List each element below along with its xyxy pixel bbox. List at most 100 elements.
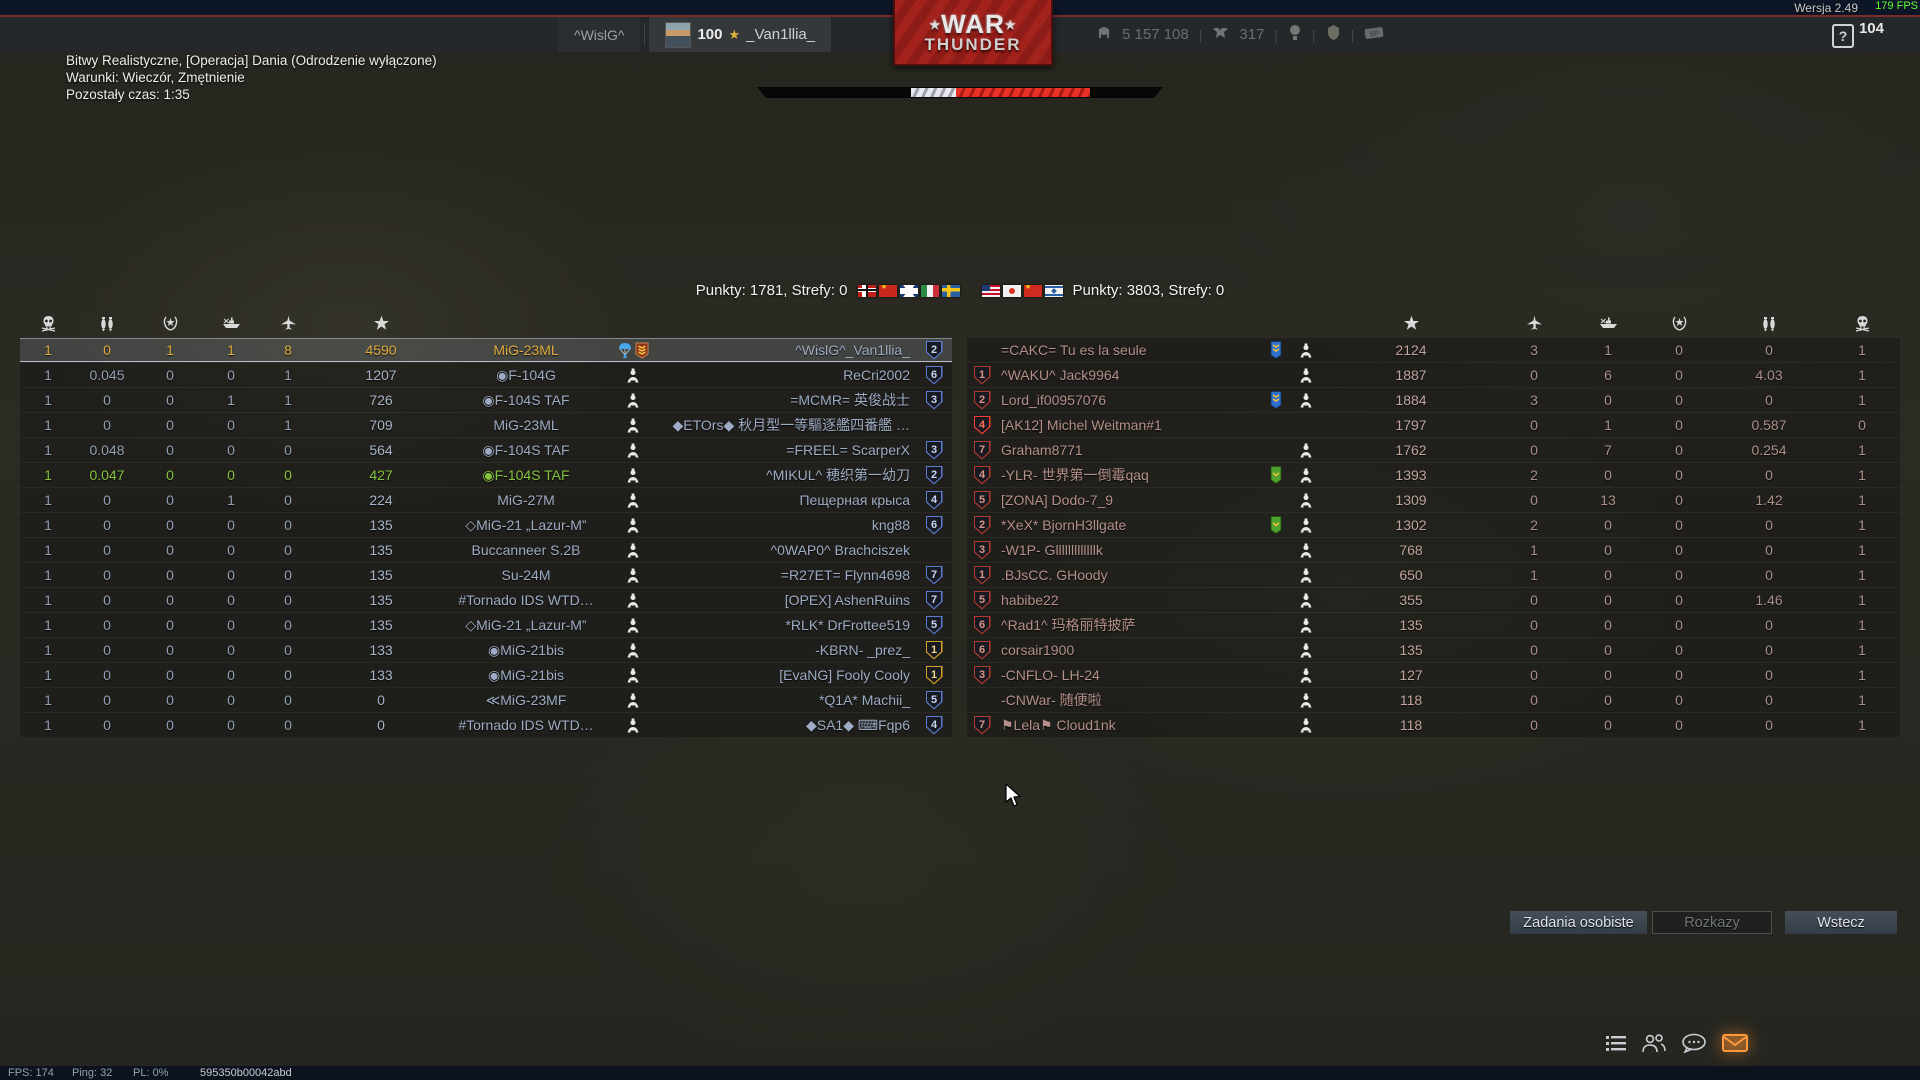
table-row[interactable]: 1 0 0 0 0 0 ≪MiG-23MF *Q1A* Machii_ 5 bbox=[20, 688, 952, 712]
table-row[interactable]: 1 0 0 0 0 135 ◇MiG-21 „Lazur-M” *RLK* DrFrottee… bbox=[20, 613, 952, 637]
ground-kills-value: 0 bbox=[1675, 667, 1683, 683]
ground-kills-value: 0 bbox=[1675, 642, 1683, 658]
table-row[interactable]: 1 0 0 1 0 224 MiG-27M Пещерная крыса 4 bbox=[20, 488, 952, 512]
score-value: 118 bbox=[1399, 692, 1423, 708]
clan-banner-green-icon bbox=[1266, 466, 1286, 484]
ground-kills-value: 0 bbox=[1675, 492, 1683, 508]
table-row[interactable]: 4 [AK12] Michel Weitman#1 1797 0 1 0 0.587 0 bbox=[967, 413, 1900, 437]
player-name: ◆ETOrs◆ 秋月型一等驅逐艦四番艦 … bbox=[672, 417, 910, 433]
mail-icon[interactable] bbox=[1721, 1033, 1749, 1058]
score-value: 1762 bbox=[1395, 442, 1427, 458]
table-row[interactable]: =CAKC= Tu es la seule 2124 3 1 0 0 1 bbox=[967, 338, 1900, 362]
bomb-tonnage-value: 0 bbox=[1765, 342, 1773, 358]
table-row[interactable]: 1 0 0 0 0 0 #Tornado IDS WTD… ◆SA1◆ ⌨Fqp6 4 bbox=[20, 713, 952, 737]
crew-lost-icon bbox=[606, 518, 660, 533]
table-row[interactable]: 6 corsair1900 135 0 0 0 0 1 bbox=[967, 638, 1900, 662]
deaths-value: 1 bbox=[44, 717, 52, 733]
crew-lost-icon bbox=[606, 643, 660, 658]
ground-kills-value: 0 bbox=[166, 642, 174, 658]
table-row[interactable]: 1 0 0 0 0 133 ◉MiG-21bis -KBRN- _prez_ 1 bbox=[20, 638, 952, 662]
clan-tab[interactable]: ^WislG^ bbox=[558, 17, 640, 52]
table-row[interactable]: 1 0 0 0 0 135 Buccanneer S.2B ^0WAP0^ Brachcisz… bbox=[20, 538, 952, 562]
rank-badge: 3 bbox=[925, 390, 943, 410]
player-name: ^Rad1^ 玛格丽特披萨 bbox=[1001, 617, 1136, 633]
bomb-tonnage-value: 0 bbox=[1765, 542, 1773, 558]
naval-kills-value: 0 bbox=[1604, 542, 1612, 558]
table-row[interactable]: 2 Lord_if00957076 1884 3 0 0 0 1 bbox=[967, 388, 1900, 412]
table-row[interactable]: 3 -CNFLO- LH-24 127 0 0 0 0 1 bbox=[967, 663, 1900, 687]
table-row[interactable]: 6 ^Rad1^ 玛格丽特披萨 135 0 0 0 0 1 bbox=[967, 613, 1900, 637]
right-team-score: Punkty: 3803, Strefy: 0 bbox=[1072, 282, 1225, 299]
air-kills-value: 0 bbox=[284, 442, 292, 458]
naval-kills-value: 0 bbox=[227, 567, 235, 583]
table-row[interactable]: 5 habibe22 355 0 0 0 1.46 1 bbox=[967, 588, 1900, 612]
back-button[interactable]: Wstecz bbox=[1785, 911, 1897, 934]
rank-badge: 7 bbox=[973, 715, 991, 735]
table-row[interactable]: 1 0 0 0 0 135 ◇MiG-21 „Lazur-M” kng88 6 bbox=[20, 513, 952, 537]
bomb-tonnage-value: 1.42 bbox=[1755, 492, 1783, 508]
table-row[interactable]: 1 0 0 0 0 135 Su-24M =R27ET= Flynn4698 7 bbox=[20, 563, 952, 587]
rank-badge: 5 bbox=[925, 615, 943, 635]
crew-lost-icon bbox=[606, 668, 660, 683]
contacts-icon[interactable] bbox=[1641, 1033, 1667, 1058]
vehicle-name: MiG-23ML bbox=[493, 342, 559, 358]
table-row[interactable]: -CNWar- 随便啦 118 0 0 0 0 1 bbox=[967, 688, 1900, 712]
battle-log-icon[interactable] bbox=[1605, 1034, 1627, 1057]
vehicle-name: ◉MiG-21bis bbox=[487, 641, 564, 658]
ground-kills-value: 0 bbox=[166, 542, 174, 558]
statusbar-ping: Ping: 32 bbox=[72, 1067, 113, 1079]
deaths-value: 1 bbox=[1858, 392, 1866, 408]
score-value: 564 bbox=[369, 442, 393, 458]
table-row[interactable]: 1 0.047 0 0 0 427 ◉F-104S TAF ^MIKUL^ 穂织第一幼刀 2 bbox=[20, 463, 952, 487]
naval-kills-value: 1 bbox=[227, 392, 235, 408]
vehicle-name: ≪MiG-23MF bbox=[485, 691, 567, 708]
table-row[interactable]: 7 Graham8771 1762 0 7 0 0.254 1 bbox=[967, 438, 1900, 462]
vehicle-name: MiG-23ML bbox=[493, 417, 559, 433]
flag-ussr bbox=[878, 284, 897, 297]
table-row[interactable]: 1 0.048 0 0 0 564 ◉F-104S TAF =FREEL= ScarperX 3 bbox=[20, 438, 952, 462]
air-kills-value: 0 bbox=[284, 592, 292, 608]
table-row[interactable]: 1 0 0 0 0 133 ◉MiG-21bis [EvaNG] Fooly Cooly 1 bbox=[20, 663, 952, 687]
score-value: 0 bbox=[377, 717, 385, 733]
table-row[interactable]: 1 0.045 0 0 1 1207 ◉F-104G ReCri2002 6 bbox=[20, 363, 952, 387]
air-kills-value: 0 bbox=[284, 642, 292, 658]
table-row[interactable]: 4 -YLR- 世界第一倒霉qaq 1393 2 0 0 0 1 bbox=[967, 463, 1900, 487]
deaths-value: 1 bbox=[1858, 442, 1866, 458]
player-name: -CNWar- 随便啦 bbox=[1001, 692, 1102, 708]
table-row[interactable]: 1 0 0 0 0 135 #Tornado IDS WTD… [OPEX] AshenRui… bbox=[20, 588, 952, 612]
table-row[interactable]: 1 ^WAKU^ Jack9964 1887 0 6 0 4.03 1 bbox=[967, 363, 1900, 387]
bomb-tonnage-value: 0 bbox=[103, 592, 111, 608]
vehicle-name: #Tornado IDS WTD… bbox=[458, 717, 594, 733]
table-row[interactable]: 5 [ZONA] Dodo-7_9 1309 0 13 0 1.42 1 bbox=[967, 488, 1900, 512]
table-row[interactable]: 1 .BJsCC. GHoody 650 1 0 0 0 1 bbox=[967, 563, 1900, 587]
air-kills-value: 3 bbox=[1530, 342, 1538, 358]
rank-badge: 6 bbox=[973, 640, 991, 660]
deaths-value: 1 bbox=[44, 692, 52, 708]
player-name: =R27ET= Flynn4698 bbox=[780, 567, 910, 583]
table-row[interactable]: 3 -W1P- Glllllllllllllk 768 1 0 0 0 1 bbox=[967, 538, 1900, 562]
table-row[interactable]: 1 0 0 1 1 726 ◉F-104S TAF =MCMR= 英俊战士 3 bbox=[20, 388, 952, 412]
orders-button[interactable]: Rozkazy bbox=[1652, 911, 1772, 934]
player-name: habibe22 bbox=[1001, 592, 1059, 608]
naval-kills-value: 0 bbox=[1604, 617, 1612, 633]
vehicle-name: ◇MiG-21 „Lazur-M” bbox=[465, 516, 587, 533]
player-tab[interactable]: 100 ★ _Van1llia_ bbox=[649, 17, 832, 52]
rank-badge: 2 bbox=[973, 390, 991, 410]
air-kills-value: 8 bbox=[284, 342, 292, 358]
statusbar-packet-loss: PL: 0% bbox=[133, 1067, 169, 1079]
help-button[interactable]: ? bbox=[1832, 24, 1854, 48]
table-row[interactable]: 7 ⚑Lela⚑ Cloud1nk 118 0 0 0 0 1 bbox=[967, 713, 1900, 737]
table-row[interactable]: 2 *XeX* BjornH3llgate 1302 2 0 0 0 1 bbox=[967, 513, 1900, 537]
naval-kills-value: 0 bbox=[1604, 667, 1612, 683]
personal-tasks-button[interactable]: Zadania osobiste bbox=[1510, 911, 1647, 934]
naval-kills-value: 13 bbox=[1600, 492, 1616, 508]
vehicle-name: #Tornado IDS WTD… bbox=[458, 592, 594, 608]
player-name: [EvaNG] Fooly Cooly bbox=[779, 667, 910, 683]
table-row[interactable]: 1 0 0 0 1 709 MiG-23ML ◆ETOrs◆ 秋月型一等驅逐艦四番艦 … bbox=[20, 413, 952, 437]
table-row[interactable]: 1 0 1 1 8 4590 MiG-23ML ^WislG^_Van1llia_ 2 bbox=[20, 338, 952, 362]
bomb-tonnage-value: 0 bbox=[103, 517, 111, 533]
bomb-tonnage-value: 0 bbox=[1765, 717, 1773, 733]
vehicle-name: ◉F-104S TAF bbox=[482, 391, 570, 408]
chat-icon[interactable] bbox=[1681, 1033, 1707, 1058]
rank-badge: 7 bbox=[973, 440, 991, 460]
